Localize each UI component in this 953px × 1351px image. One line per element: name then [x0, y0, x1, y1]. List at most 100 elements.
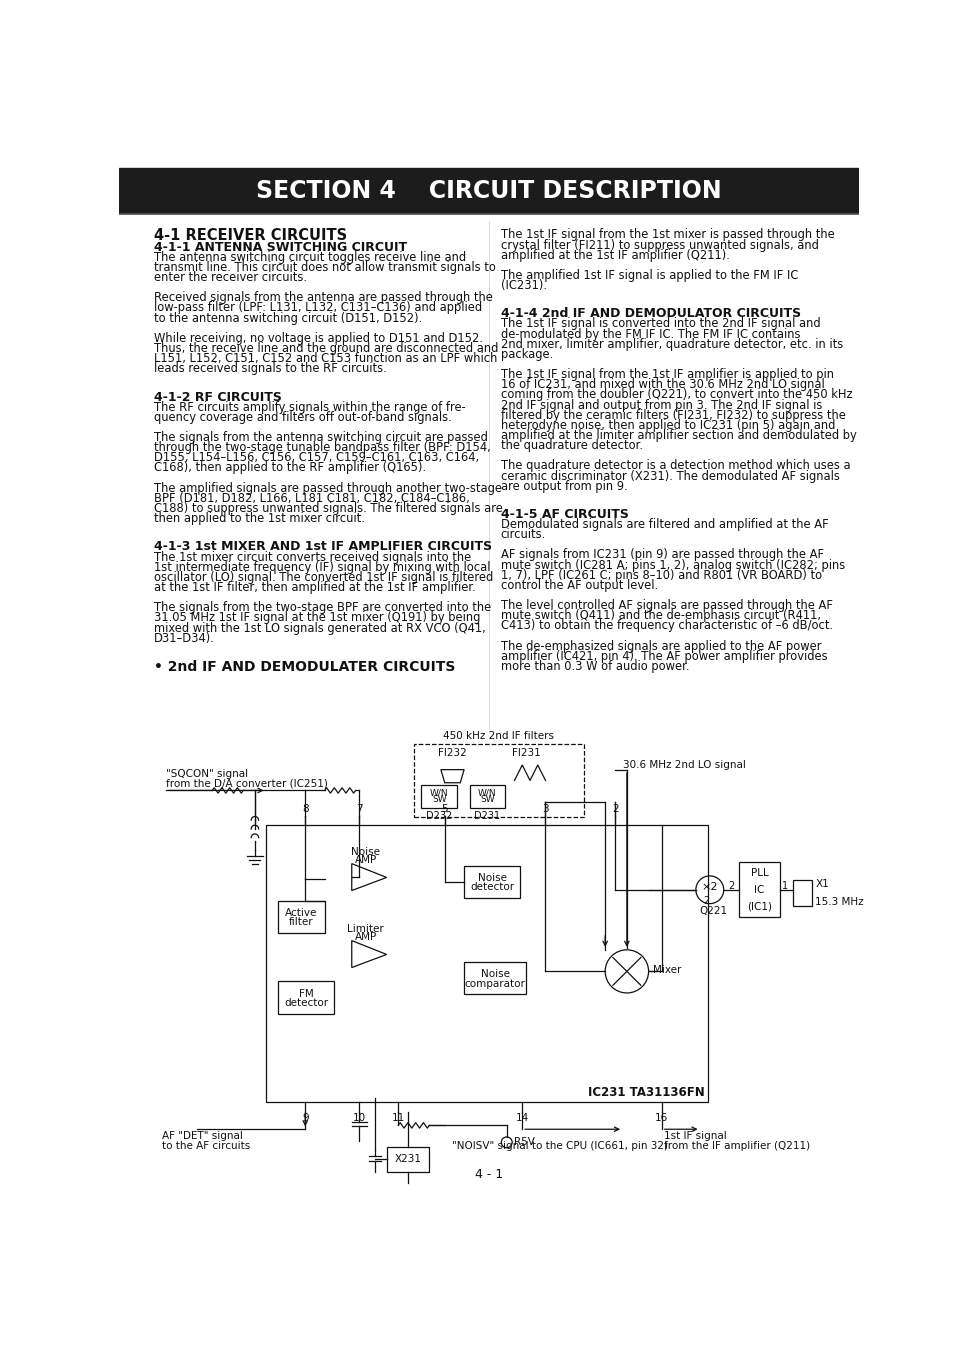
Text: (IC231).: (IC231). — [500, 280, 546, 292]
Text: low-pass filter (LPF: L131, L132, C131–C136) and applied: low-pass filter (LPF: L131, L132, C131–C… — [154, 301, 482, 315]
Text: • 2nd IF AND DEMODULATER CIRCUITS: • 2nd IF AND DEMODULATER CIRCUITS — [154, 659, 455, 674]
Text: Noise: Noise — [351, 847, 380, 858]
Text: amplified at the 1st IF amplifier (Q211).: amplified at the 1st IF amplifier (Q211)… — [500, 249, 729, 262]
Text: Q221: Q221 — [699, 907, 727, 916]
Text: The 1st IF signal is converted into the 2nd IF signal and: The 1st IF signal is converted into the … — [500, 317, 820, 331]
Text: Limiter: Limiter — [347, 924, 384, 935]
Text: 8: 8 — [301, 804, 308, 815]
Bar — [278, 901, 324, 934]
Text: AF signals from IC231 (pin 9) are passed through the AF: AF signals from IC231 (pin 9) are passed… — [500, 549, 822, 562]
Bar — [386, 1147, 429, 1171]
Text: 5: 5 — [441, 804, 448, 815]
Text: mute switch (Q411) and the de-emphasis circuit (R411,: mute switch (Q411) and the de-emphasis c… — [500, 609, 820, 623]
Text: 4-1-3 1st MIXER AND 1st IF AMPLIFIER CIRCUITS: 4-1-3 1st MIXER AND 1st IF AMPLIFIER CIR… — [154, 540, 492, 554]
Bar — [464, 962, 525, 994]
Text: 3: 3 — [541, 804, 548, 815]
Text: FM: FM — [298, 989, 314, 998]
Text: from the IF amplifier (Q211): from the IF amplifier (Q211) — [663, 1140, 809, 1151]
Text: The quadrature detector is a detection method which uses a: The quadrature detector is a detection m… — [500, 459, 849, 473]
Text: FI231: FI231 — [511, 748, 540, 758]
Text: quency coverage and filters off out-of-band signals.: quency coverage and filters off out-of-b… — [154, 411, 452, 424]
Text: filter: filter — [289, 917, 314, 927]
Text: are output from pin 9.: are output from pin 9. — [500, 480, 626, 493]
Text: The antenna switching circuit toggles receive line and: The antenna switching circuit toggles re… — [154, 251, 466, 263]
Text: through the two-stage tunable bandpass filter (BPF: D154,: through the two-stage tunable bandpass f… — [154, 442, 491, 454]
Text: amplifier (IC421, pin 4). The AF power amplifier provides: amplifier (IC421, pin 4). The AF power a… — [500, 650, 826, 663]
Text: R5V: R5V — [514, 1138, 535, 1147]
Text: C168), then applied to the RF amplifier (Q165).: C168), then applied to the RF amplifier … — [154, 462, 426, 474]
Text: 4-1-5 AF CIRCUITS: 4-1-5 AF CIRCUITS — [500, 508, 628, 521]
Text: "SQCON" signal: "SQCON" signal — [166, 769, 248, 780]
Text: C413) to obtain the frequency characteristic of –6 dB/oct.: C413) to obtain the frequency characteri… — [500, 619, 832, 632]
Text: 1: 1 — [781, 881, 787, 890]
Text: The 1st mixer circuit converts received signals into the: The 1st mixer circuit converts received … — [154, 550, 471, 563]
Text: leads received signals to the RF circuits.: leads received signals to the RF circuit… — [154, 362, 387, 376]
Text: AMP: AMP — [355, 932, 376, 942]
Text: 4-1 RECEIVER CIRCUITS: 4-1 RECEIVER CIRCUITS — [154, 228, 347, 243]
Text: BPF (D181, D182, L166, L181 C181, C182, C184–C186,: BPF (D181, D182, L166, L181 C181, C182, … — [154, 492, 470, 505]
Text: 1, 7), LPF (IC261 C; pins 8–10) and R801 (VR BOARD) to: 1, 7), LPF (IC261 C; pins 8–10) and R801… — [500, 569, 821, 582]
Text: de-modulated by the FM IF IC. The FM IF IC contains: de-modulated by the FM IF IC. The FM IF … — [500, 327, 800, 340]
Text: D231: D231 — [474, 811, 500, 821]
Bar — [119, 169, 858, 213]
Text: 10: 10 — [353, 1113, 366, 1123]
Text: 4-1-1 ANTENNA SWITCHING CIRCUIT: 4-1-1 ANTENNA SWITCHING CIRCUIT — [154, 240, 407, 254]
Text: Received signals from the antenna are passed through the: Received signals from the antenna are pa… — [154, 292, 493, 304]
Text: detector: detector — [284, 998, 328, 1008]
Text: SW: SW — [479, 796, 495, 804]
Text: 9: 9 — [301, 1113, 308, 1123]
Text: from the D/A converter (IC251): from the D/A converter (IC251) — [166, 778, 327, 788]
Bar — [414, 744, 583, 817]
Text: Noise: Noise — [477, 873, 506, 884]
Text: 2nd mixer, limiter amplifier, quadrature detector, etc. in its: 2nd mixer, limiter amplifier, quadrature… — [500, 338, 841, 351]
Text: 16 of IC231, and mixed with the 30.6 MHz 2nd LO signal: 16 of IC231, and mixed with the 30.6 MHz… — [500, 378, 823, 392]
Text: 4-1-4 2nd IF AND DEMODULATOR CIRCUITS: 4-1-4 2nd IF AND DEMODULATOR CIRCUITS — [500, 307, 800, 320]
Text: The amplified 1st IF signal is applied to the FM IF IC: The amplified 1st IF signal is applied t… — [500, 269, 797, 282]
Text: Active: Active — [285, 908, 317, 917]
Text: IC: IC — [754, 885, 763, 894]
Text: The signals from the antenna switching circuit are passed: The signals from the antenna switching c… — [154, 431, 488, 444]
Text: 15.3 MHz: 15.3 MHz — [815, 897, 862, 907]
Text: AF "DET" signal: AF "DET" signal — [162, 1131, 242, 1140]
Text: coming from the doubler (Q221), to convert into the 450 kHz: coming from the doubler (Q221), to conve… — [500, 388, 851, 401]
Text: comparator: comparator — [464, 978, 525, 989]
Text: 31.05 MHz 1st IF signal at the 1st mixer (Q191) by being: 31.05 MHz 1st IF signal at the 1st mixer… — [154, 612, 480, 624]
Text: While receiving, no voltage is applied to D151 and D152.: While receiving, no voltage is applied t… — [154, 332, 482, 345]
Text: 16: 16 — [655, 1113, 668, 1123]
Text: 30.6 MHz 2nd LO signal: 30.6 MHz 2nd LO signal — [622, 761, 745, 770]
Bar — [464, 866, 519, 898]
Text: (IC1): (IC1) — [746, 901, 771, 912]
Text: X1: X1 — [815, 878, 828, 889]
Text: The amplified signals are passed through another two-stage: The amplified signals are passed through… — [154, 482, 501, 494]
Text: Mixer: Mixer — [653, 965, 680, 975]
Text: then applied to the 1st mixer circuit.: then applied to the 1st mixer circuit. — [154, 512, 365, 526]
Text: 1st IF signal: 1st IF signal — [663, 1131, 726, 1140]
Text: SECTION 4    CIRCUIT DESCRIPTION: SECTION 4 CIRCUIT DESCRIPTION — [255, 178, 721, 203]
Text: circuits.: circuits. — [500, 528, 545, 542]
Text: IC231 TA31136FN: IC231 TA31136FN — [588, 1086, 704, 1100]
Text: package.: package. — [500, 347, 552, 361]
Text: The de-emphasized signals are applied to the AF power: The de-emphasized signals are applied to… — [500, 639, 821, 653]
Text: 2: 2 — [727, 881, 734, 890]
Bar — [469, 785, 505, 808]
Text: 11: 11 — [392, 1113, 404, 1123]
Text: amplified at the limiter amplifier section and demodulated by: amplified at the limiter amplifier secti… — [500, 430, 856, 442]
Text: L151, L152, C151, C152 and C153 function as an LPF which: L151, L152, C151, C152 and C153 function… — [154, 353, 497, 365]
Text: ceramic discriminator (X231). The demodulated AF signals: ceramic discriminator (X231). The demodu… — [500, 470, 839, 482]
Text: control the AF output level.: control the AF output level. — [500, 578, 657, 592]
Text: at the 1st IF filter, then amplified at the 1st IF amplifier.: at the 1st IF filter, then amplified at … — [154, 581, 476, 594]
Text: The 1st IF signal from the 1st IF amplifier is applied to pin: The 1st IF signal from the 1st IF amplif… — [500, 367, 833, 381]
Text: 2: 2 — [611, 804, 618, 815]
Text: D155, L154–L156, C156, C157, C159–C161, C163, C164,: D155, L154–L156, C156, C157, C159–C161, … — [154, 451, 478, 465]
Text: 14: 14 — [515, 1113, 528, 1123]
Text: oscillator (LO) signal. The converted 1st IF signal is filtered: oscillator (LO) signal. The converted 1s… — [154, 571, 493, 584]
Text: Noise: Noise — [480, 970, 509, 979]
Text: to the AF circuits: to the AF circuits — [162, 1140, 250, 1151]
Text: W/N: W/N — [477, 788, 497, 797]
Text: C188) to suppress unwanted signals. The filtered signals are: C188) to suppress unwanted signals. The … — [154, 503, 502, 515]
Text: ×2: ×2 — [700, 882, 718, 892]
Text: mixed with the 1st LO signals generated at RX VCO (Q41,: mixed with the 1st LO signals generated … — [154, 621, 485, 635]
Bar — [278, 981, 334, 1013]
Bar — [421, 785, 456, 808]
Text: D232: D232 — [426, 811, 452, 821]
